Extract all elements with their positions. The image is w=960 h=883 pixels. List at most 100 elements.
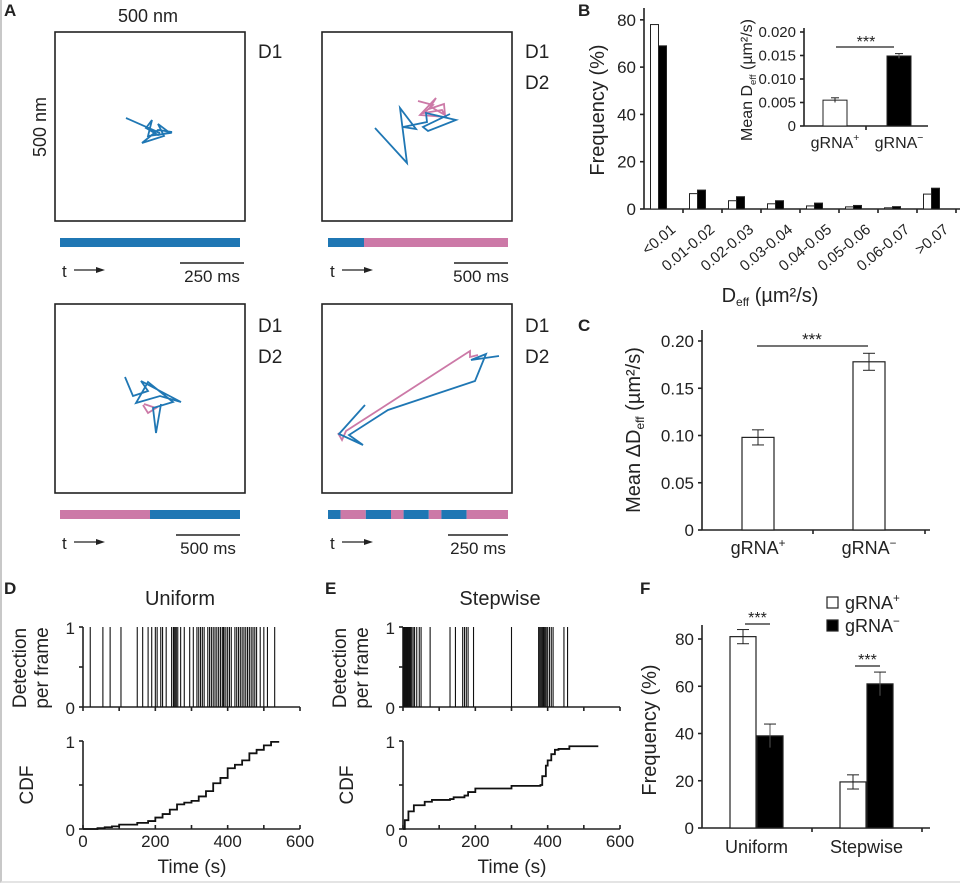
significance-marker: *** <box>748 610 767 627</box>
y-tick-label: 0.15 <box>661 379 694 398</box>
time-arrow-label: t <box>62 262 67 281</box>
x-axis-title-sub: eff <box>736 295 750 309</box>
time-scalebar-label: 250 ms <box>184 267 240 286</box>
inset-x-tick-label-main: gRNA <box>875 135 918 152</box>
timeline-segment-d2 <box>364 238 508 247</box>
bar-gRNA+ <box>839 781 867 829</box>
x-tick-label: Stepwise <box>830 837 903 857</box>
timeline-segment-d1 <box>441 510 467 519</box>
timeline-segment-d2 <box>466 510 508 519</box>
significance-marker: *** <box>802 330 822 349</box>
inset-bar <box>822 99 848 127</box>
x-tick-label-main: gRNA <box>731 538 779 558</box>
time-scalebar-label: 250 ms <box>450 539 506 558</box>
panel-label-b: B <box>578 1 590 20</box>
track-panel-4: D1 D2 t 250 ms <box>321 303 549 558</box>
x-axis-title-rest: (µm²/s) <box>749 285 818 307</box>
raster-y-axis-title: per frame <box>32 627 53 708</box>
trajectory-d2 <box>142 403 159 415</box>
timeline-segment-d1 <box>403 510 429 519</box>
bar-gRNA+ <box>767 203 776 210</box>
inset-bar <box>886 55 912 127</box>
trajectory-d1 <box>124 376 182 434</box>
raster-y-tick-label: 1 <box>66 619 75 638</box>
time-scalebar-label: 500 ms <box>453 267 509 286</box>
timeline-segment-d2 <box>428 510 442 519</box>
bar-gRNA+ <box>806 205 815 210</box>
y-tick-label: 0 <box>685 819 694 838</box>
cdf-line <box>403 745 599 830</box>
cdf-x-tick-label: 200 <box>461 832 489 851</box>
y-axis-title-rest: (µm²/s) <box>623 347 645 416</box>
raster-y-axis-title: Detection <box>10 628 31 708</box>
timeline-segment-d1 <box>328 238 364 247</box>
timeline-segment-d1 <box>60 238 240 247</box>
cdf-y-axis-title: CDF <box>17 765 38 804</box>
time-arrow-label: t <box>330 262 335 281</box>
bar-gRNA+ <box>689 193 698 210</box>
cdf-x-tick-label: 0 <box>78 832 87 851</box>
bar-gRNA− <box>736 196 745 210</box>
time-arrow-head <box>96 267 105 273</box>
x-tick-label: gRNA+ <box>731 537 786 558</box>
y-tick-label: 0.10 <box>661 427 694 446</box>
x-axis-title: Deff (µm²/s) <box>722 285 819 309</box>
time-arrow-label: t <box>330 534 335 553</box>
track-box <box>321 31 513 222</box>
legend-d2: D2 <box>525 73 549 94</box>
cdf-x-tick-label: 600 <box>606 832 634 851</box>
x-axis-title-main: D <box>722 285 736 307</box>
panel-label-e: E <box>325 579 336 598</box>
cdf-y-tick-label: 0 <box>386 821 395 840</box>
bar-gRNA+ <box>729 636 757 829</box>
y-axis-title-sub: eff <box>633 416 647 430</box>
y-tick-label: 20 <box>617 153 636 172</box>
trajectory-d1 <box>125 117 173 144</box>
y-tick-label: 0 <box>685 521 694 540</box>
significance-marker: *** <box>858 652 877 669</box>
inset-y-axis-title-sub: eff <box>748 74 759 85</box>
track-panel-1: D1 t 250 ms <box>54 31 282 286</box>
trajectory-d2 <box>337 349 479 442</box>
y-tick-label: 60 <box>675 677 694 696</box>
timeline-segment-d1 <box>150 510 240 519</box>
bar-gRNA+ <box>845 206 854 210</box>
bar-gRNA− <box>931 187 940 210</box>
track-box <box>54 31 246 222</box>
y-tick-label: 80 <box>675 630 694 649</box>
raster-y-tick-label: 1 <box>386 619 395 638</box>
cdf-y-axis-title: CDF <box>337 765 358 804</box>
inset-y-tick-label: 0.010 <box>758 71 796 88</box>
cdf-x-tick-label: 600 <box>286 832 314 851</box>
y-tick-label: 40 <box>675 725 694 744</box>
time-arrow-head <box>96 539 105 545</box>
cdf-y-tick-label: 1 <box>386 733 395 752</box>
trajectory-d1 <box>337 352 500 446</box>
x-tick-label: gRNA− <box>842 537 897 558</box>
inset-y-axis-title-rest: (µm²/s) <box>739 19 756 74</box>
scale-x-label: 500 nm <box>118 6 178 26</box>
inset-x-tick-label: gRNA+ <box>811 133 860 152</box>
panel-label-d: D <box>4 579 16 598</box>
cdf-x-tick-label: 400 <box>213 832 241 851</box>
legend-d1: D1 <box>525 316 549 337</box>
bar-gRNA− <box>697 189 706 210</box>
trajectory-d2 <box>417 97 448 119</box>
x-axis-title: Time (s) <box>158 857 227 878</box>
inset-x-tick-label-main: gRNA <box>811 135 854 152</box>
cdf-x-tick-label: 0 <box>398 832 407 851</box>
panel-title: Stepwise <box>459 588 540 610</box>
legend-label: gRNA− <box>845 615 900 636</box>
inset-y-tick-label: 0.015 <box>758 48 796 65</box>
timeline-segment-d1 <box>365 510 391 519</box>
legend-d1: D1 <box>258 42 282 63</box>
bar-gRNA− <box>866 683 894 829</box>
time-arrow-label: t <box>62 534 67 553</box>
raster-y-tick-label: 0 <box>66 699 75 718</box>
inset-y-axis-title: Mean Deff (µm²/s) <box>739 19 759 141</box>
bar-gRNA− <box>775 200 784 210</box>
time-arrow-head <box>364 267 373 273</box>
bar-gRNA− <box>853 204 862 210</box>
cdf-y-tick-label: 1 <box>66 733 75 752</box>
